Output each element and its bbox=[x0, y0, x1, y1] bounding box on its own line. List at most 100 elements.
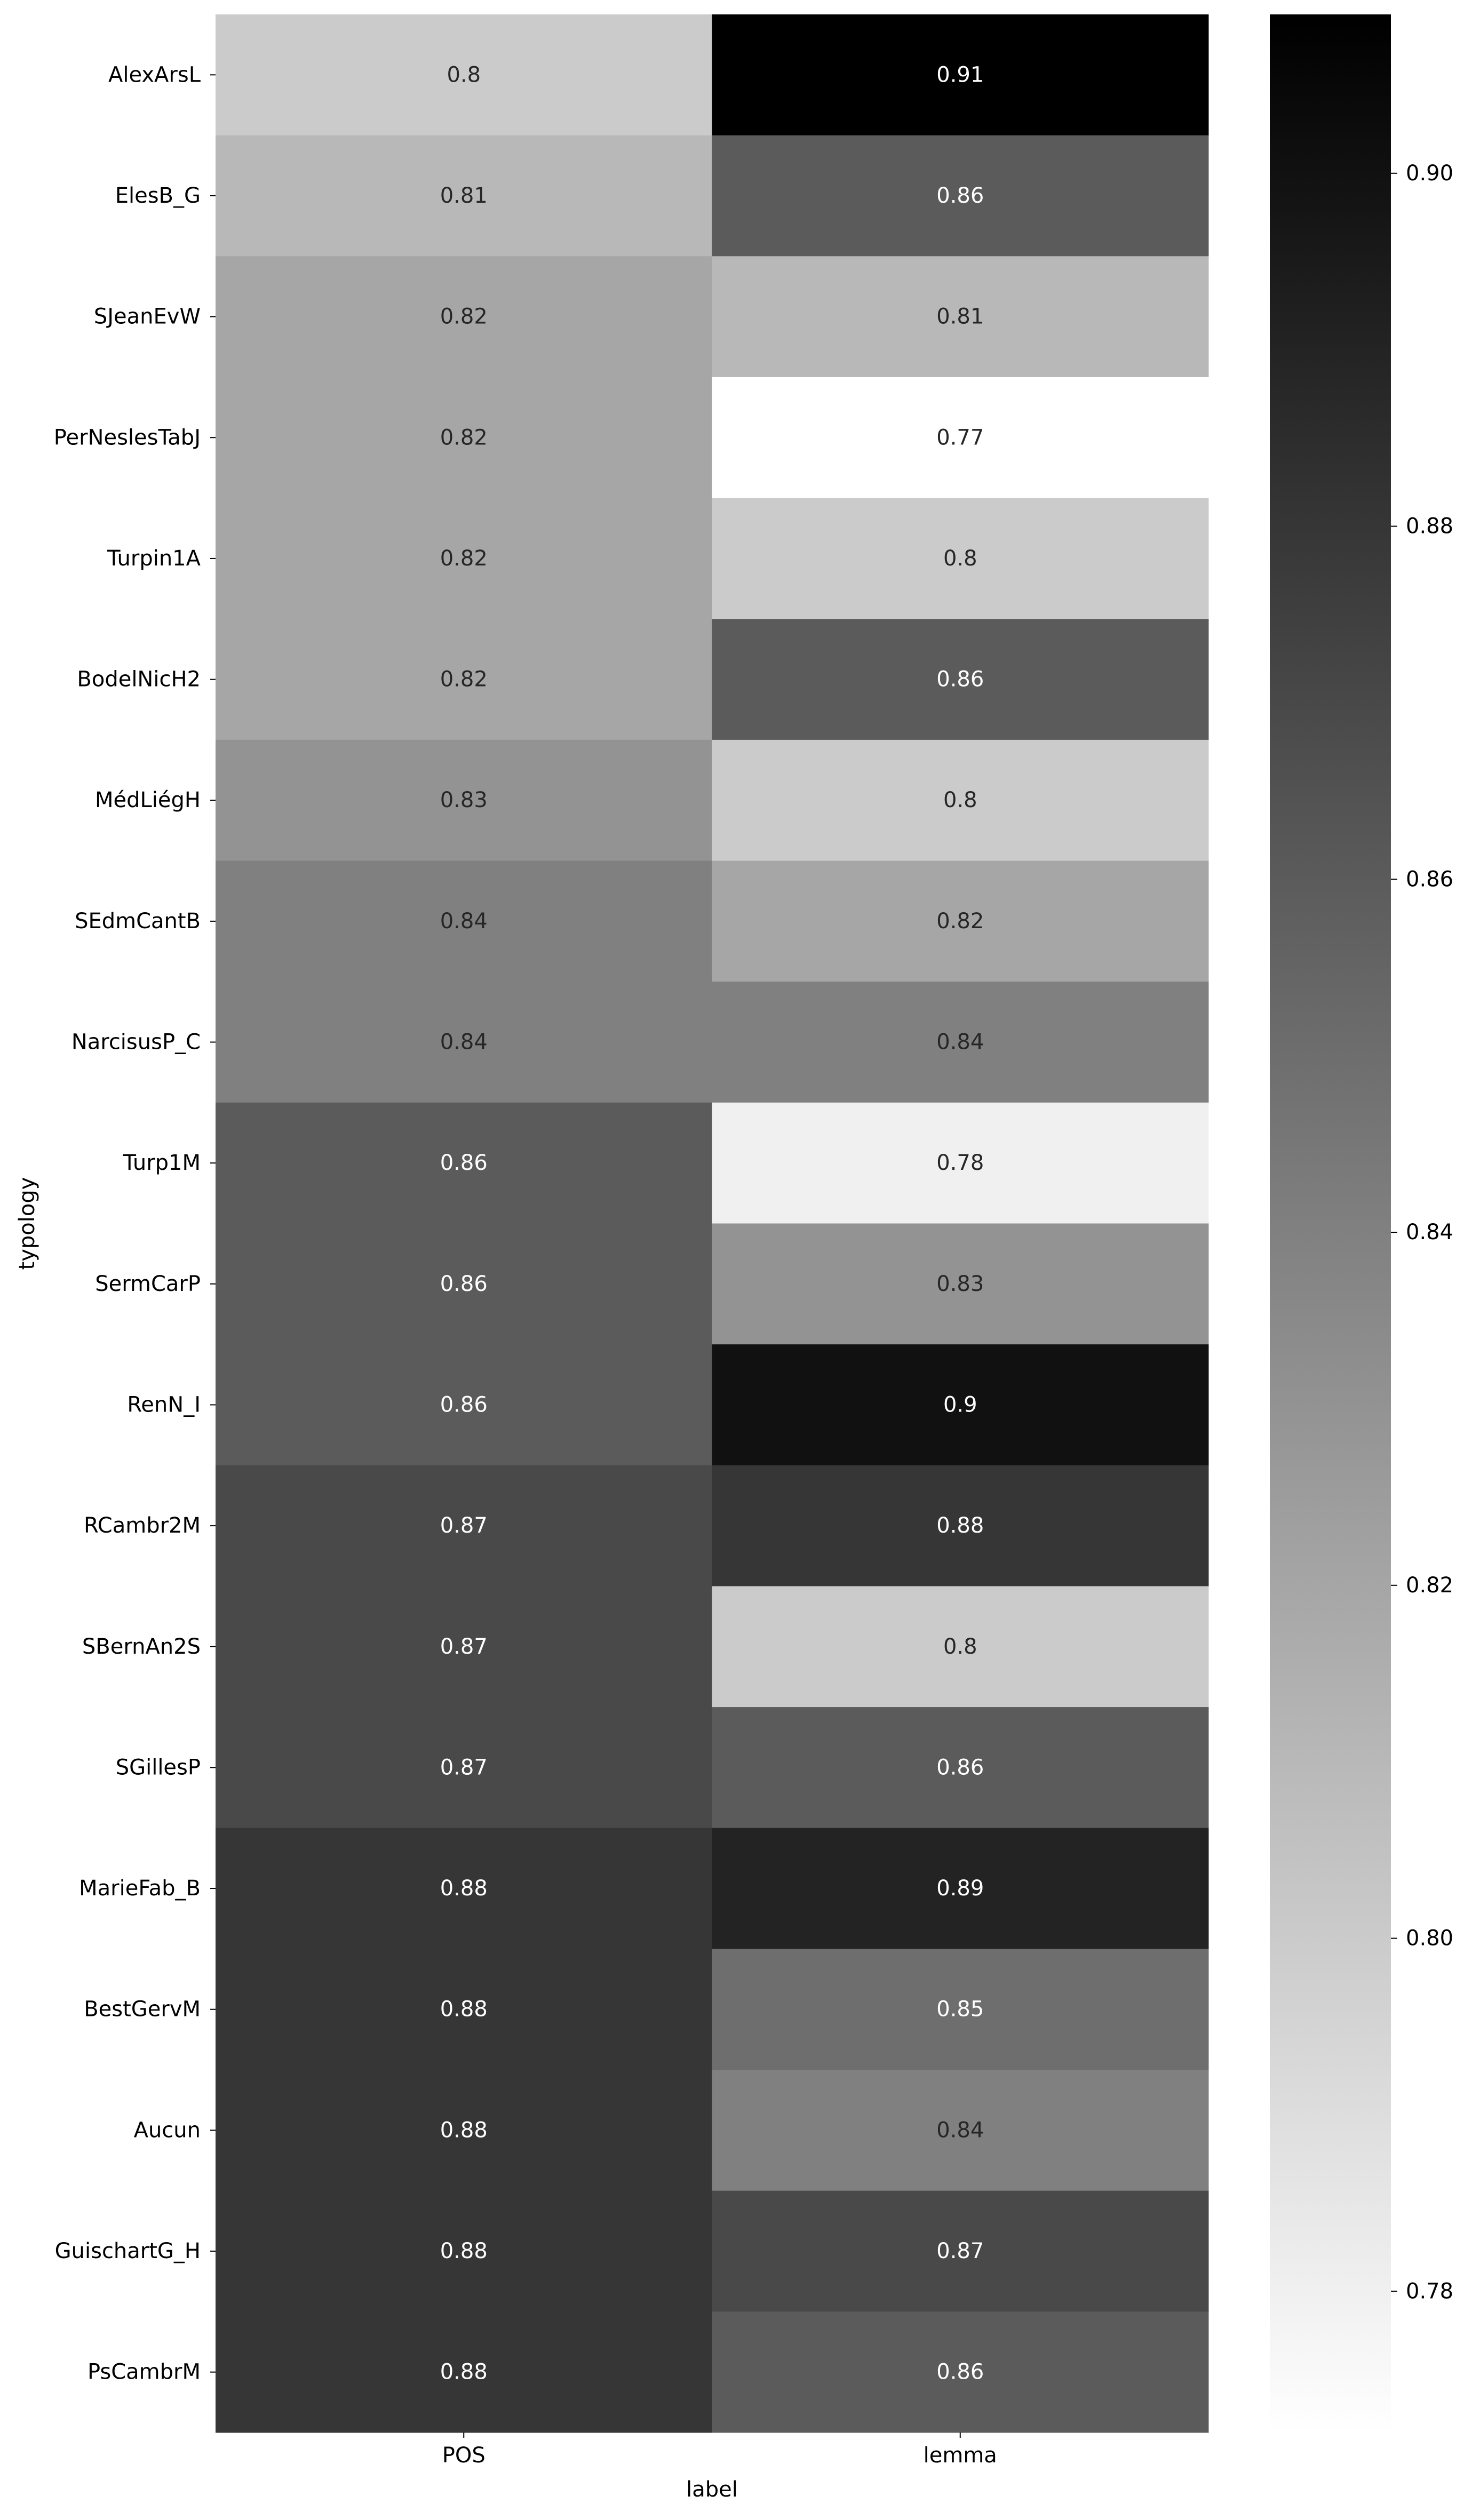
heatmap-cell bbox=[712, 1949, 1209, 2070]
cell-value-label: 0.84 bbox=[936, 1030, 984, 1055]
heatmap-cell bbox=[712, 256, 1209, 378]
heatmap-cell bbox=[712, 1344, 1209, 1466]
heatmap-cell bbox=[712, 377, 1209, 499]
colorbar-tick-label: 0.82 bbox=[1406, 1573, 1453, 1598]
colorbar-tick-label: 0.86 bbox=[1406, 867, 1453, 891]
cell-value-label: 0.86 bbox=[440, 1272, 488, 1296]
heatmap-cell bbox=[712, 1586, 1209, 1708]
cell-value-label: 0.87 bbox=[936, 2239, 984, 2263]
cell-value-label: 0.86 bbox=[936, 184, 984, 208]
heatmap-cells: 0.8 0.91 0.81 0.86 0.82 0.81 0.82 0.77 0.82 0.8 0.… bbox=[216, 14, 1209, 2433]
cell-value-label: 0.89 bbox=[936, 1876, 984, 1901]
y-tick-label: Turp1M bbox=[122, 1151, 201, 1175]
cell-value-label: 0.84 bbox=[936, 2118, 984, 2142]
y-tick-label: SBernAn2S bbox=[82, 1634, 201, 1659]
y-tick-label: SermCarP bbox=[95, 1272, 201, 1296]
cell-value-label: 0.88 bbox=[440, 2239, 488, 2263]
y-tick-label: SJeanEvW bbox=[94, 305, 201, 329]
y-tick-label: RenN_I bbox=[127, 1392, 201, 1417]
x-tick-label: POS bbox=[442, 2443, 486, 2468]
x-axis-tick-labels: POS lemma bbox=[442, 2433, 997, 2468]
cell-value-label: 0.86 bbox=[936, 2360, 984, 2385]
y-tick-label: PerNeslesTabJ bbox=[54, 425, 201, 450]
heatmap-cell bbox=[216, 1102, 712, 1224]
cell-value-label: 0.8 bbox=[943, 546, 977, 571]
cell-value-label: 0.91 bbox=[936, 62, 984, 87]
heatmap-cell bbox=[712, 1223, 1209, 1345]
heatmap-cell bbox=[712, 1465, 1209, 1586]
y-tick-label: NarcisusP_C bbox=[71, 1030, 201, 1055]
cell-value-label: 0.87 bbox=[440, 1634, 488, 1659]
cell-value-label: 0.88 bbox=[440, 1876, 488, 1901]
heatmap-cell bbox=[216, 256, 712, 378]
colorbar-tick-label: 0.78 bbox=[1406, 2279, 1453, 2303]
y-tick-label: BodelNicH2 bbox=[77, 667, 201, 692]
heatmap-cell bbox=[216, 377, 712, 499]
cell-value-label: 0.86 bbox=[440, 1151, 488, 1175]
cell-value-label: 0.82 bbox=[936, 909, 984, 934]
cell-value-label: 0.77 bbox=[936, 425, 984, 450]
heatmap-cell bbox=[712, 498, 1209, 619]
heatmap-cell bbox=[216, 135, 712, 257]
heatmap-cell bbox=[216, 1344, 712, 1466]
heatmap-cell bbox=[712, 1707, 1209, 1829]
cell-value-label: 0.78 bbox=[936, 1151, 984, 1175]
heatmap-cell bbox=[712, 2190, 1209, 2312]
heatmap-cell bbox=[216, 2070, 712, 2191]
cell-value-label: 0.84 bbox=[440, 1030, 488, 1055]
heatmap-cell bbox=[216, 860, 712, 982]
cell-value-label: 0.83 bbox=[440, 788, 488, 812]
heatmap-cell bbox=[712, 739, 1209, 862]
cell-value-label: 0.84 bbox=[440, 909, 488, 934]
y-tick-label: SEdmCantB bbox=[75, 909, 201, 934]
heatmap-cell bbox=[712, 14, 1209, 136]
heatmap-cell bbox=[712, 860, 1209, 982]
cell-value-label: 0.82 bbox=[440, 546, 488, 571]
y-tick-label: PsCambrM bbox=[87, 2360, 201, 2385]
y-tick-label: SGillesP bbox=[116, 1755, 201, 1780]
cell-value-label: 0.88 bbox=[440, 2360, 488, 2385]
heatmap-cell bbox=[712, 2311, 1209, 2433]
y-tick-label: ElesB_G bbox=[115, 184, 201, 208]
heatmap-cell bbox=[712, 2070, 1209, 2191]
cell-value-label: 0.86 bbox=[936, 667, 984, 692]
colorbar-tick-label: 0.90 bbox=[1406, 161, 1453, 186]
cell-value-label: 0.9 bbox=[943, 1392, 977, 1417]
heatmap-cell bbox=[712, 982, 1209, 1103]
x-tick-label: lemma bbox=[924, 2443, 997, 2468]
cell-value-label: 0.87 bbox=[440, 1755, 488, 1780]
cell-value-label: 0.81 bbox=[440, 184, 488, 208]
y-tick-label: GuischartG_H bbox=[55, 2239, 201, 2263]
heatmap-cell bbox=[712, 619, 1209, 740]
cell-value-label: 0.88 bbox=[440, 2118, 488, 2142]
heatmap-cell bbox=[216, 2190, 712, 2312]
heatmap-cell bbox=[216, 982, 712, 1103]
heatmap-cell bbox=[712, 135, 1209, 257]
cell-value-label: 0.88 bbox=[936, 1513, 984, 1538]
heatmap-cell bbox=[216, 14, 712, 136]
y-tick-label: MarieFab_B bbox=[79, 1876, 201, 1901]
colorbar-tick-label: 0.84 bbox=[1406, 1220, 1453, 1245]
heatmap-cell bbox=[216, 619, 712, 740]
colorbar-ticks: 0.78 0.80 0.82 0.84 0.86 0.88 0.90 bbox=[1391, 161, 1453, 2303]
colorbar: 0.78 0.80 0.82 0.84 0.86 0.88 0.90 bbox=[1270, 14, 1453, 2433]
y-tick-label: Aucun bbox=[134, 2118, 201, 2142]
cell-value-label: 0.85 bbox=[936, 1997, 984, 2022]
cell-value-label: 0.82 bbox=[440, 667, 488, 692]
y-tick-label: RCambr2M bbox=[84, 1513, 201, 1538]
heatmap-cell bbox=[216, 2311, 712, 2433]
heatmap-cell bbox=[216, 1465, 712, 1586]
cell-value-label: 0.8 bbox=[943, 1634, 977, 1659]
cell-value-label: 0.86 bbox=[936, 1755, 984, 1780]
heatmap-cell bbox=[216, 1828, 712, 1949]
y-tick-label: AlexArsL bbox=[108, 62, 201, 87]
cell-value-label: 0.82 bbox=[440, 305, 488, 329]
cell-value-label: 0.8 bbox=[447, 62, 481, 87]
cell-value-label: 0.8 bbox=[943, 788, 977, 812]
y-tick-label: BestGervM bbox=[84, 1997, 201, 2022]
heatmap-cell bbox=[712, 1102, 1209, 1224]
colorbar-gradient bbox=[1270, 14, 1391, 2433]
cell-value-label: 0.86 bbox=[440, 1392, 488, 1417]
y-tick-label: MédLiégH bbox=[95, 788, 201, 812]
